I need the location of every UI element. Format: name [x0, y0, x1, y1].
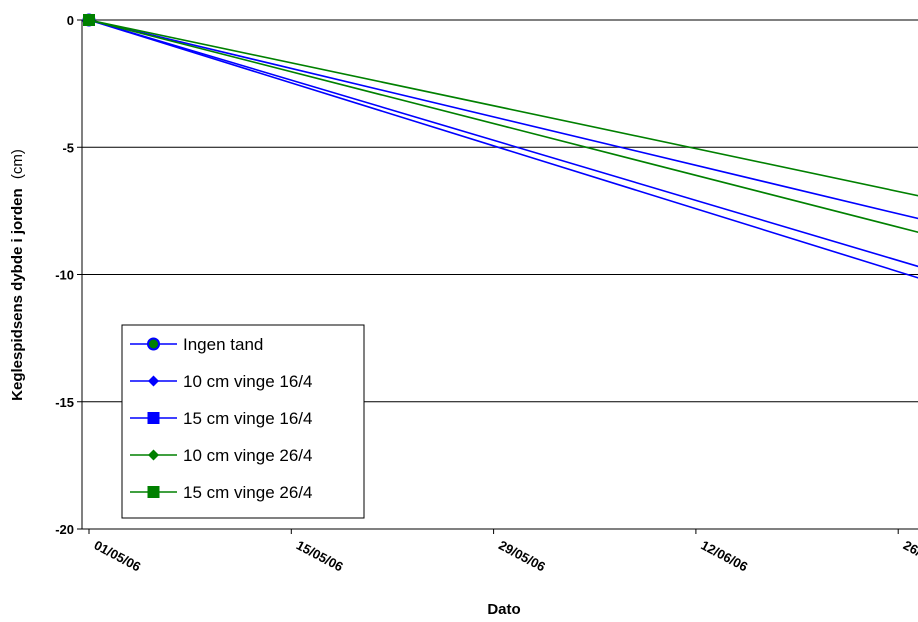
legend-swatch-marker-1 [148, 375, 159, 387]
y-axis-label: Keglespidsens dybde i jorden (cm) [9, 149, 26, 401]
x-tick-label-0: 01/05/06 [92, 537, 144, 574]
x-tick-label-4: 26/06/06 [901, 537, 918, 574]
x-tick-label-2: 29/05/06 [496, 537, 548, 574]
legend-label-3: 10 cm vinge 26/4 [183, 446, 312, 465]
legend-item-4: 15 cm vinge 26/4 [130, 483, 312, 502]
y-tick-label-0: 0 [67, 13, 74, 28]
legend-swatch-marker-2 [147, 412, 160, 424]
x-tick-label-3: 12/06/06 [698, 537, 750, 574]
legend-label-2: 15 cm vinge 16/4 [183, 409, 312, 428]
x-tick-labels: 01/05/06 15/05/06 29/05/06 12/06/06 26/06/06… [92, 537, 918, 574]
series-line-0 [88, 19, 918, 220]
legend: Ingen tand 10 cm vinge 16/4 15 cm vinge 16… [121, 324, 365, 519]
legend-box [121, 324, 365, 519]
legend-label-4: 15 cm vinge 26/4 [183, 483, 312, 502]
y-tick-label-3: -15 [55, 395, 74, 410]
legend-item-1: 10 cm vinge 16/4 [130, 372, 312, 391]
axes [77, 19, 918, 534]
series-line-2 [88, 19, 918, 279]
legend-item-0: Ingen tand [130, 335, 263, 354]
y-axis-label-unit: (cm) [9, 149, 26, 179]
y-tick-labels: 0 -5 -10 -15 -20 [55, 13, 74, 537]
y-tick-label-2: -10 [55, 268, 74, 283]
legend-item-3: 10 cm vinge 26/4 [130, 446, 312, 465]
legend-swatch-marker-3 [148, 449, 159, 461]
legend-swatch-marker-0 [147, 337, 160, 351]
series-line-1 [88, 19, 918, 268]
series-group [82, 13, 918, 279]
y-tick-label-4: -20 [55, 522, 74, 537]
y-tick-label-1: -5 [62, 140, 74, 155]
y-axis-label-main: Keglespidsens dybde i jorden [9, 188, 26, 401]
x-tick-label-1: 15/05/06 [294, 537, 346, 574]
legend-label-0: Ingen tand [183, 335, 263, 354]
legend-swatch-marker-4 [147, 486, 160, 498]
legend-item-2: 15 cm vinge 16/4 [130, 409, 312, 428]
x-axis-label: Dato [487, 601, 520, 618]
series-4 [83, 14, 918, 233]
data-point-4-0 [83, 14, 95, 26]
legend-label-1: 10 cm vinge 16/4 [183, 372, 312, 391]
series-line-3 [88, 19, 918, 197]
series-line-4 [88, 19, 918, 233]
